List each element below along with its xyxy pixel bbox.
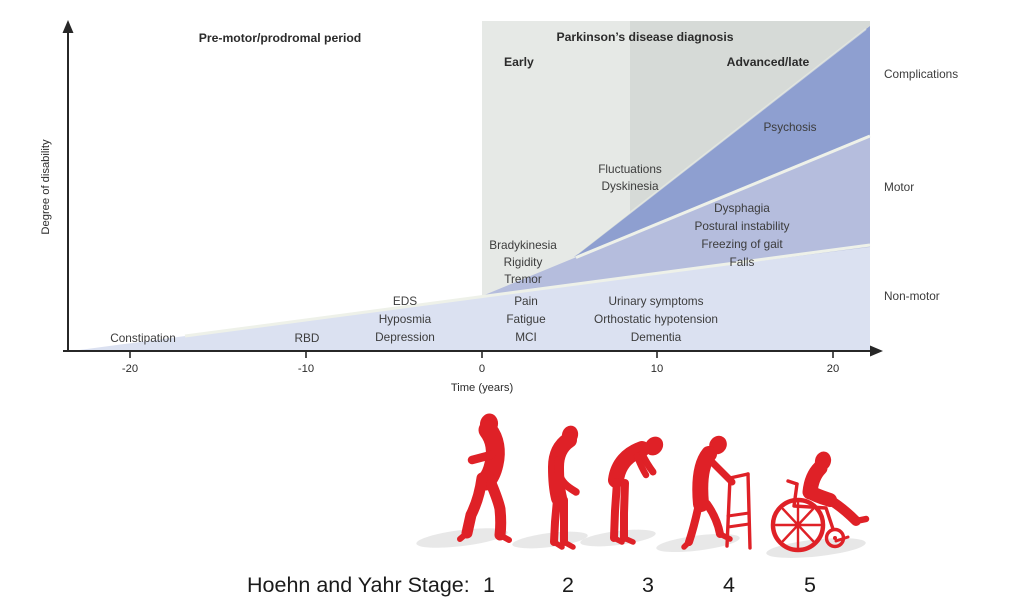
stage-2-stooped-silhouette-icon (547, 425, 580, 550)
stage-number-1: 1 (483, 573, 495, 597)
symptom-psychosis: Psychosis (763, 120, 816, 134)
non-motor-top-seam (184, 243, 871, 338)
complications-band-label: Complications (884, 67, 958, 81)
stage-5-wheelchair-silhouette-icon (770, 451, 870, 553)
stage-5-shadow (766, 538, 866, 558)
stage-3-bent-forward-silhouette-icon (608, 436, 664, 545)
stage-number-4: 4 (723, 573, 735, 597)
symptom-bradykinesia: Bradykinesia (489, 238, 557, 252)
symptom-constipation: Constipation (110, 331, 176, 345)
symptom-orthostatic: Orthostatic hypotension (594, 312, 718, 326)
motor-top-seam (575, 134, 871, 259)
stage-1-walking-silhouette-icon (457, 413, 512, 543)
complications-top-seam (576, 28, 867, 255)
stage-4-shadow (656, 533, 740, 553)
symptom-pain: Pain (514, 294, 538, 308)
symptom-group-late-non-motor: Urinary symptoms Orthostatic hypotension… (594, 294, 718, 344)
hoehn-yahr-caption: Hoehn and Yahr Stage: (247, 573, 470, 597)
early-phase-label: Early (504, 55, 534, 69)
stage-4-walker-silhouette-icon (681, 435, 752, 550)
walker-frame-icon (725, 472, 752, 550)
wheelchair-icon (770, 479, 850, 553)
symptom-freezing-of-gait: Freezing of gait (701, 237, 783, 251)
symptom-dementia: Dementia (631, 330, 682, 344)
stage-number-2: 2 (562, 573, 574, 597)
motor-band-label: Motor (884, 180, 914, 194)
premotor-period-header: Pre-motor/prodromal period (199, 31, 362, 45)
y-axis-arrow-icon (62, 20, 74, 33)
y-axis-title: Degree of disability (40, 139, 52, 235)
symptom-group-prodromal: EDS Hyposmia Depression (375, 294, 435, 344)
tick-label-0: 0 (479, 363, 485, 375)
tick-label-minus20: -20 (122, 363, 138, 375)
x-axis-arrow-icon (870, 345, 883, 357)
symptom-fluctuations: Fluctuations (598, 162, 662, 176)
symptom-rigidity: Rigidity (504, 255, 543, 269)
symptom-depression: Depression (375, 330, 435, 344)
symptom-hyposmia: Hyposmia (379, 312, 432, 326)
non-motor-band-label: Non-motor (884, 289, 940, 303)
symptom-group-motor-onset: Bradykinesia Rigidity Tremor (489, 238, 557, 286)
symptom-dyskinesia: Dyskinesia (601, 179, 658, 193)
symptom-mci: MCI (515, 330, 537, 344)
advanced-phase-label: Advanced/late (727, 55, 810, 69)
symptom-rbd: RBD (295, 331, 320, 345)
symptom-group-early-non-motor: Pain Fatigue MCI (506, 294, 546, 344)
symptom-group-fluctuations: Fluctuations Dyskinesia (598, 162, 662, 193)
symptom-group-axial-motor: Dysphagia Postural instability Freezing … (694, 201, 789, 269)
tick-label-minus10: -10 (298, 363, 314, 375)
symptom-fatigue: Fatigue (506, 312, 546, 326)
symptom-eds: EDS (393, 294, 417, 308)
stage-2-shadow (512, 531, 588, 549)
symptom-dysphagia: Dysphagia (714, 201, 770, 215)
symptom-tremor: Tremor (504, 272, 542, 286)
x-axis-title: Time (years) (451, 382, 514, 394)
symptom-falls: Falls (730, 255, 755, 269)
symptom-postural-instability: Postural instability (694, 219, 789, 233)
stage-number-3: 3 (642, 573, 654, 597)
stage-number-5: 5 (804, 573, 816, 597)
symptom-urinary: Urinary symptoms (608, 294, 703, 308)
diagnosis-header: Parkinson’s disease diagnosis (556, 30, 733, 44)
tick-label-20: 20 (827, 363, 839, 375)
tick-label-10: 10 (651, 363, 663, 375)
